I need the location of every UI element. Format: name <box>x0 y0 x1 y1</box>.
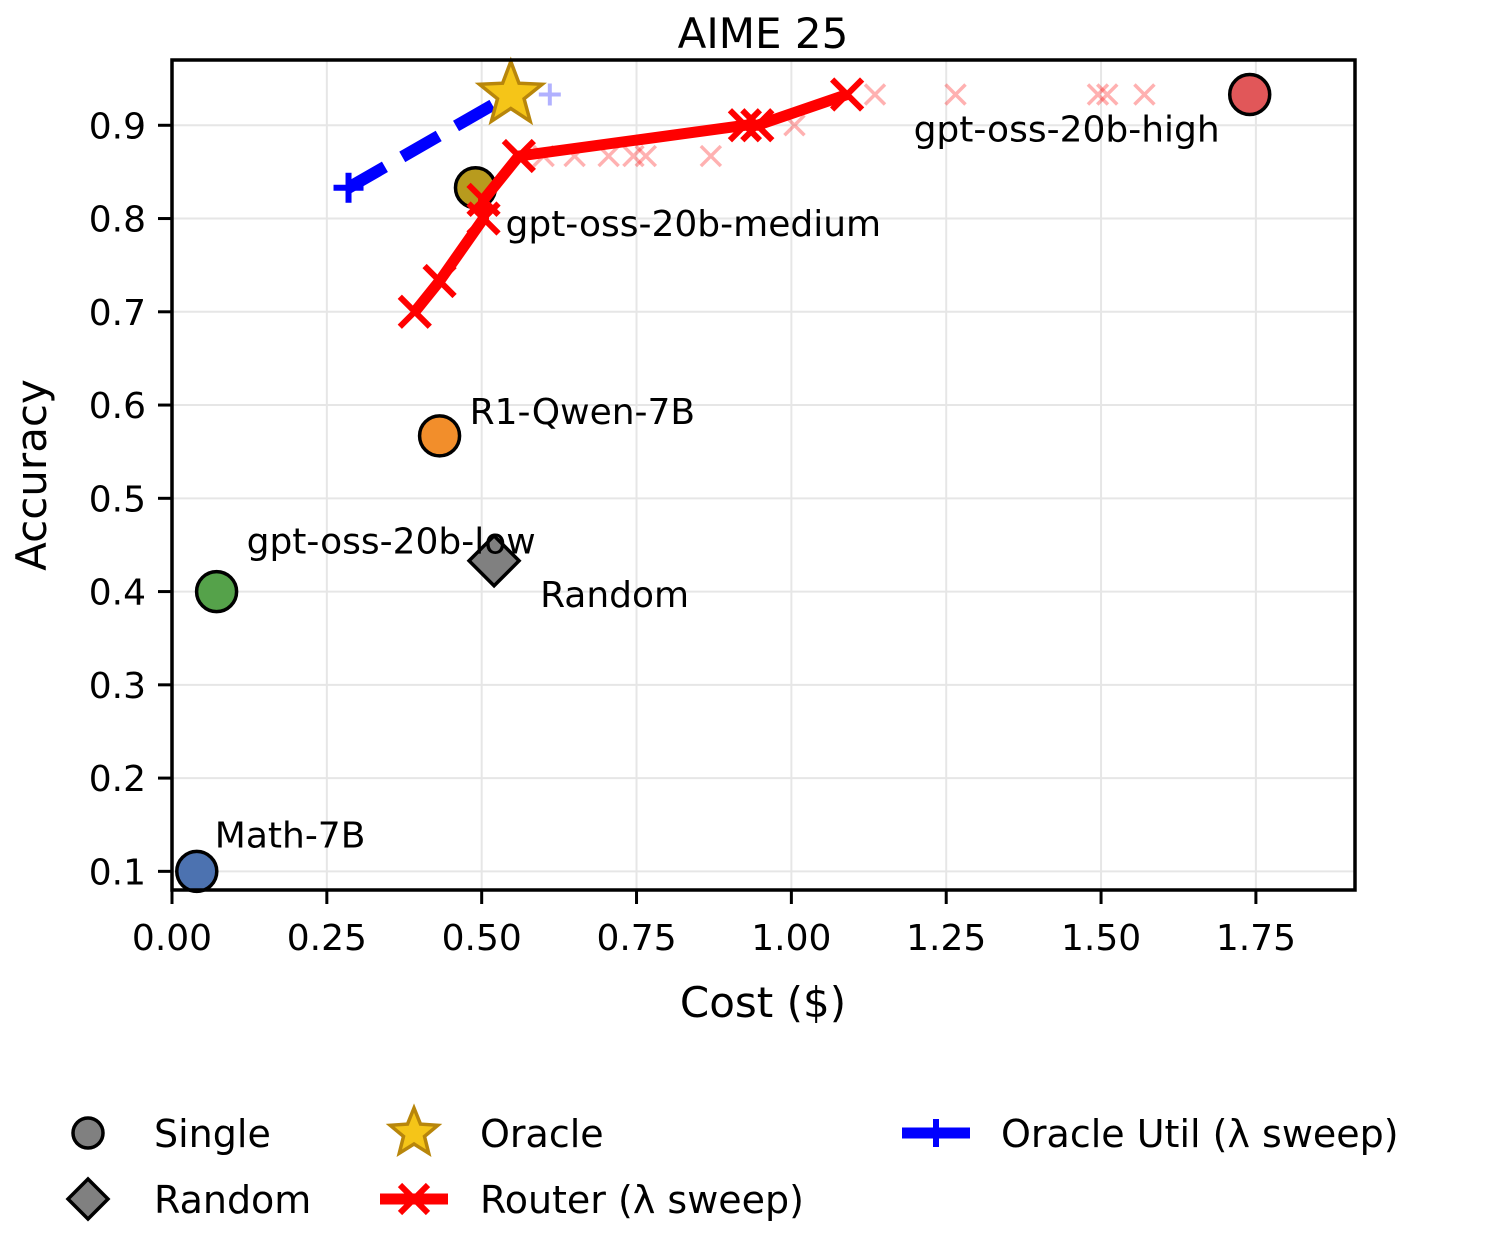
x-stroke <box>863 83 887 106</box>
x-stroke <box>622 144 645 168</box>
router-point <box>727 108 763 143</box>
y-tick-label: 0.1 <box>89 852 146 893</box>
legend-entry: Oracle <box>385 1103 604 1157</box>
x-tick-label: 0.50 <box>442 918 522 959</box>
x-stroke <box>397 294 432 329</box>
router-point <box>422 263 457 299</box>
y-tick-label: 0.8 <box>89 200 146 241</box>
x-stroke <box>699 144 723 168</box>
router-point <box>397 294 432 329</box>
x-stroke <box>699 144 723 168</box>
legend-entry: Single <box>71 1112 271 1156</box>
router-faint-point <box>634 144 658 168</box>
y-tick-label: 0.4 <box>89 573 146 614</box>
x-stroke <box>727 108 763 143</box>
data-label: R1-Qwen-7B <box>470 392 696 433</box>
router-faint-point <box>699 144 723 168</box>
x-tick-label: 1.25 <box>906 918 986 959</box>
x-stroke <box>1086 83 1110 106</box>
oracle-point <box>474 56 547 126</box>
x-tick-label: 0.75 <box>596 918 676 959</box>
legend-entry: Random <box>65 1176 311 1222</box>
legend: Single Random Oracle Router (λ sweep) Oracle… <box>65 1103 1399 1222</box>
router-faint-point <box>622 144 645 168</box>
x-stroke <box>1096 83 1119 106</box>
random-point <box>466 533 522 589</box>
x-axis-label: Cost ($) <box>680 978 846 1027</box>
x-stroke <box>597 144 620 168</box>
single-model-point <box>1227 72 1272 117</box>
y-tick-label: 0.3 <box>89 666 146 707</box>
router-faint-point <box>1086 83 1110 106</box>
y-tick-label: 0.6 <box>89 386 146 427</box>
data-label: gpt-oss-20b-medium <box>505 204 881 245</box>
x-stroke <box>944 83 967 106</box>
x-stroke <box>634 144 658 168</box>
router-faint-point <box>1096 83 1119 106</box>
y-tick-label: 0.2 <box>89 759 146 800</box>
x-stroke <box>1086 83 1110 106</box>
chart-title: AIME 25 <box>678 9 849 58</box>
x-stroke <box>783 114 806 137</box>
x-tick-label: 0.00 <box>132 918 212 959</box>
x-stroke <box>1096 83 1119 106</box>
data-label: gpt-oss-20b-low <box>247 522 536 563</box>
x-stroke <box>634 144 658 168</box>
data-label: gpt-oss-20b-high <box>914 110 1220 151</box>
data-label: Random <box>540 575 689 616</box>
single-model-point <box>175 849 219 894</box>
legend-entry: Oracle Util (λ sweep) <box>902 1112 1399 1156</box>
x-stroke <box>1133 83 1156 106</box>
x-tick-label: 1.75 <box>1216 918 1296 959</box>
x-stroke <box>422 263 457 299</box>
legend-label: Oracle Util (λ sweep) <box>1001 1112 1399 1156</box>
legend-entry: Router (λ sweep) <box>380 1178 804 1222</box>
router-faint-point <box>1133 83 1156 106</box>
x-stroke <box>501 138 536 174</box>
x-stroke <box>863 83 887 106</box>
oracle-util-faint-point <box>538 83 561 106</box>
x-stroke <box>1133 83 1156 106</box>
x-stroke <box>397 1182 431 1216</box>
router-point <box>829 77 865 112</box>
y-tick-label: 0.5 <box>89 479 146 520</box>
legend-handle-marker <box>922 1119 950 1147</box>
x-tick-label: 1.50 <box>1061 918 1141 959</box>
legend-handle <box>65 1176 111 1222</box>
x-stroke <box>740 108 775 143</box>
plot-marks: Math-7B gpt-oss-20b-low R1-Qwen-7B gpt-oss-… <box>175 56 1272 894</box>
x-stroke <box>622 144 645 168</box>
x-tick-label: 0.25 <box>287 918 367 959</box>
legend-handle-marker <box>397 1182 431 1216</box>
single-model-point <box>417 414 462 458</box>
y-tick-label: 0.7 <box>89 293 146 334</box>
plot-frame <box>170 58 1357 892</box>
router-point <box>740 108 775 143</box>
router-faint-point <box>944 83 967 106</box>
legend-handle <box>385 1103 443 1157</box>
legend-label: Router (λ sweep) <box>480 1178 804 1222</box>
oracle-util-point <box>333 172 364 203</box>
x-stroke <box>944 83 967 106</box>
y-tick-label: 0.9 <box>89 106 146 147</box>
router-point <box>466 182 501 218</box>
legend-label: Random <box>154 1178 311 1222</box>
single-model-point <box>194 569 239 614</box>
axis-ticks: 0.00 0.25 0.50 0.75 1.00 1.25 1.50 1.75 0.1 0.2 0.… <box>89 106 1296 959</box>
oracle-util-line <box>345 89 514 193</box>
x-stroke <box>466 182 501 218</box>
router-faint-point <box>863 83 887 106</box>
legend-label: Oracle <box>480 1112 604 1156</box>
legend-handle <box>71 1116 105 1150</box>
y-axis-label: Accuracy <box>7 379 56 571</box>
legend-label: Single <box>154 1112 271 1156</box>
x-stroke <box>829 77 865 112</box>
x-tick-label: 1.00 <box>751 918 831 959</box>
data-label: Math-7B <box>215 815 366 856</box>
router-point <box>501 138 536 174</box>
